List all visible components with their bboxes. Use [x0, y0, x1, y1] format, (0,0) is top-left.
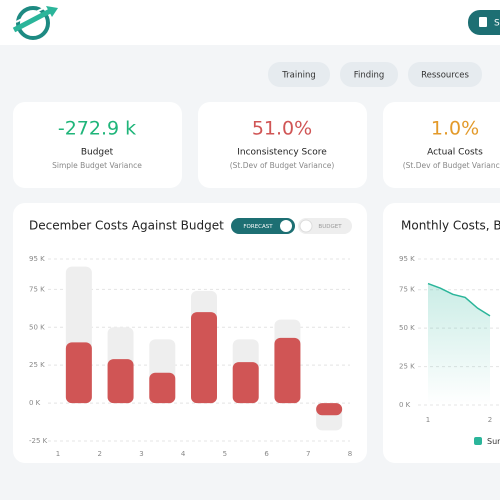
bar	[274, 337, 301, 404]
kpi-sub: (St.Dev of Budget Variance)	[403, 161, 500, 170]
x-tick-label: 1	[426, 416, 430, 424]
kpi-value: 51.0%	[252, 118, 312, 140]
chart-title: December Costs Against Budget	[29, 219, 224, 233]
x-tick-label: 8	[348, 450, 352, 458]
bar	[191, 312, 217, 404]
header-button-label: S	[494, 19, 500, 29]
y-tick-label: 50 K	[29, 323, 45, 331]
toggle-label: BUDGET	[318, 224, 342, 230]
kpi-value: 1.0%	[431, 118, 479, 140]
button-icon	[479, 17, 487, 27]
x-tick-label: 3	[139, 450, 143, 458]
nav-button[interactable]	[340, 62, 398, 87]
x-tick-label: 1	[56, 450, 60, 458]
nav-button[interactable]	[408, 62, 482, 87]
kpi-sub: Simple Budget Variance	[52, 161, 142, 170]
y-tick-label: 50 K	[399, 324, 415, 332]
y-tick-label: 25 K	[29, 361, 45, 369]
kpi: -272.9 k Budget Simple Budget Variance	[52, 118, 142, 171]
toggle-knob	[280, 220, 292, 232]
bar	[316, 403, 343, 416]
x-tick-label: 2	[97, 450, 101, 458]
y-tick-label: 25 K	[399, 363, 415, 371]
legend-label: Surplus	[487, 437, 500, 446]
kpi-value: -272.9 k	[58, 118, 136, 140]
kpi-card	[198, 102, 367, 188]
kpi-card	[383, 102, 500, 188]
logo	[12, 6, 58, 40]
y-tick-label: 95 K	[399, 255, 415, 263]
nav-button[interactable]	[268, 62, 330, 87]
kpi-sub: (St.Dev of Budget Variance)	[230, 161, 335, 170]
chart-title: Monthly Costs, Budget	[401, 219, 500, 233]
x-tick-label: 5	[223, 450, 227, 458]
toggle-budget[interactable]	[298, 218, 352, 234]
x-tick-label: 7	[306, 450, 310, 458]
kpi: 51.0% Inconsistency Score (St.Dev of Budge…	[230, 118, 335, 171]
x-tick-label: 4	[181, 450, 186, 458]
nav-label: Ressources	[421, 71, 469, 81]
area	[428, 283, 490, 405]
y-tick-label: 95 K	[29, 255, 45, 263]
toggle-forecast[interactable]	[231, 218, 295, 234]
kpi-label: Actual Costs	[427, 148, 483, 158]
toggle-knob	[299, 219, 313, 233]
nav-label: Finding	[354, 71, 385, 81]
nav-label: Training	[281, 71, 316, 81]
kpi-label: Budget	[81, 148, 114, 158]
kpi: 1.0% Actual Costs (St.Dev of Budget Varian…	[403, 118, 500, 171]
y-tick-label: 0 K	[399, 401, 411, 409]
bar	[232, 362, 259, 404]
kpi-label: Inconsistency Score	[237, 148, 327, 158]
bar	[107, 359, 134, 404]
y-tick-label: 75 K	[399, 286, 415, 294]
bar	[65, 342, 92, 404]
x-tick-label: 6	[264, 450, 269, 458]
header	[0, 0, 500, 45]
y-tick-label: 0 K	[29, 399, 41, 407]
y-tick-label: 75 K	[29, 285, 45, 293]
legend-swatch	[474, 437, 482, 445]
line	[427, 282, 491, 317]
toggle-label: FORECAST	[243, 224, 273, 230]
bar	[149, 372, 176, 404]
y-tick-label: -25 K	[29, 437, 48, 445]
x-tick-label: 2	[488, 416, 492, 424]
kpi-card	[13, 102, 182, 188]
